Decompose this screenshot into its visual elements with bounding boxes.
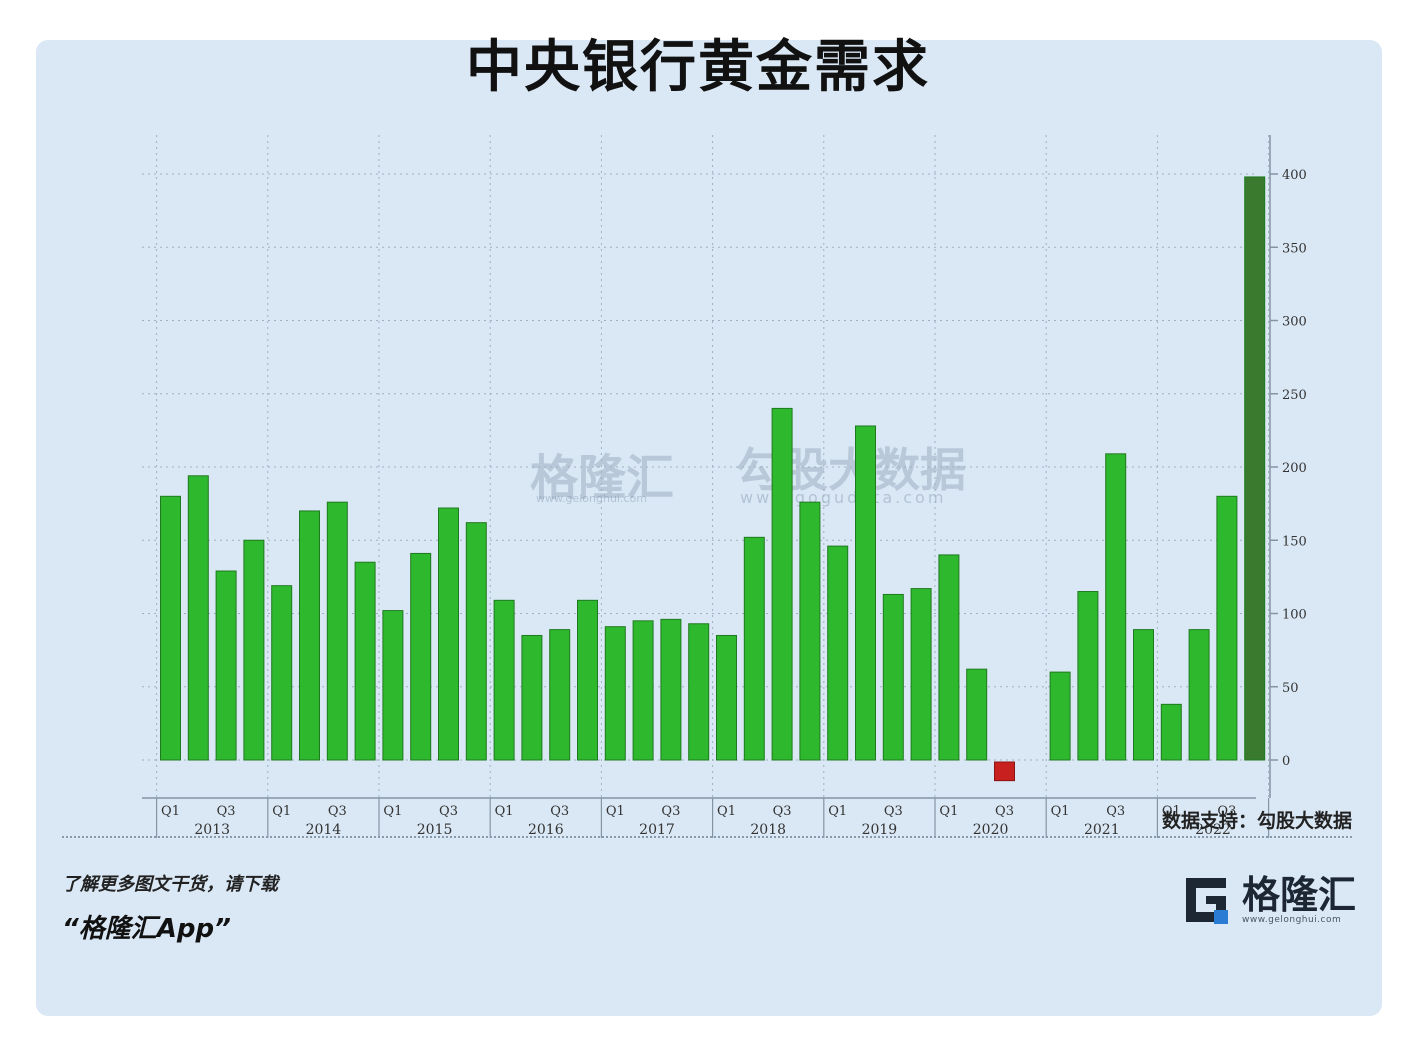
y-tick-label: 50 bbox=[1282, 681, 1299, 696]
bar bbox=[438, 507, 459, 761]
x-tick-label: Q3 bbox=[661, 804, 680, 819]
bar bbox=[1160, 703, 1182, 761]
bar bbox=[215, 570, 237, 761]
bar bbox=[966, 668, 988, 761]
promo-text: 了解更多图文干货，请下载 bbox=[62, 874, 278, 895]
year-label: 2016 bbox=[528, 822, 564, 838]
bar bbox=[382, 610, 404, 761]
bar bbox=[160, 495, 181, 761]
bar bbox=[1077, 591, 1099, 761]
x-tick-label: Q1 bbox=[495, 804, 514, 819]
bar bbox=[521, 634, 543, 761]
year-label: 2022 bbox=[1195, 822, 1231, 838]
year-label: 2019 bbox=[862, 822, 898, 838]
year-label: 2021 bbox=[1084, 822, 1120, 838]
x-tick-label: Q1 bbox=[1162, 804, 1181, 819]
bar bbox=[604, 626, 626, 761]
bar bbox=[716, 634, 737, 761]
bar bbox=[243, 539, 265, 761]
x-tick-label: Q3 bbox=[1217, 804, 1236, 819]
bar bbox=[549, 629, 571, 761]
x-tick-label: Q3 bbox=[995, 804, 1014, 819]
bar bbox=[1105, 453, 1127, 761]
bar bbox=[1049, 671, 1071, 761]
data-source-label: 数据支持：勾股大数据 bbox=[1161, 810, 1352, 832]
bar bbox=[354, 561, 376, 761]
year-label: 2014 bbox=[306, 822, 342, 838]
bar bbox=[493, 599, 515, 761]
y-tick-label: 100 bbox=[1282, 608, 1307, 623]
bar bbox=[771, 407, 793, 761]
x-tick-label: Q3 bbox=[773, 804, 792, 819]
year-label: 2018 bbox=[750, 822, 786, 838]
dotted-divider bbox=[62, 836, 1352, 838]
y-tick-label: 0 bbox=[1282, 754, 1290, 769]
y-tick-label: 350 bbox=[1282, 241, 1307, 256]
x-tick-label: Q1 bbox=[161, 804, 180, 819]
bar bbox=[1244, 176, 1266, 761]
bar bbox=[1216, 495, 1238, 761]
x-tick-label: Q1 bbox=[939, 804, 958, 819]
bar bbox=[855, 425, 876, 761]
bar bbox=[827, 545, 849, 761]
bar bbox=[743, 536, 765, 761]
bar bbox=[938, 554, 960, 761]
bar bbox=[660, 618, 682, 761]
year-label: 2015 bbox=[417, 822, 453, 838]
y-tick-label: 150 bbox=[1282, 534, 1307, 549]
watermark-gelonghui: 格隆汇 bbox=[530, 450, 675, 506]
bar bbox=[632, 620, 654, 761]
x-tick-label: Q1 bbox=[828, 804, 847, 819]
bar bbox=[299, 510, 320, 761]
bar bbox=[187, 475, 209, 761]
brand-logo: 格隆汇 www.gelonghui.com bbox=[1178, 872, 1356, 928]
x-tick-label: Q3 bbox=[217, 804, 236, 819]
bar bbox=[994, 761, 1015, 782]
x-tick-label: Q1 bbox=[717, 804, 736, 819]
year-label: 2013 bbox=[194, 822, 230, 838]
y-tick-label: 300 bbox=[1282, 315, 1307, 330]
x-tick-label: Q1 bbox=[383, 804, 402, 819]
bar bbox=[326, 501, 348, 761]
bar bbox=[465, 522, 487, 761]
logo-url: www.gelonghui.com bbox=[1241, 915, 1342, 925]
bar bbox=[271, 585, 293, 761]
bar bbox=[882, 593, 904, 761]
x-tick-label: Q1 bbox=[606, 804, 625, 819]
bar bbox=[1133, 629, 1154, 761]
year-label: 2020 bbox=[973, 822, 1009, 838]
bar bbox=[410, 552, 432, 761]
x-tick-label: Q3 bbox=[884, 804, 903, 819]
y-tick-label: 400 bbox=[1282, 168, 1307, 183]
y-tick-label: 250 bbox=[1282, 388, 1307, 403]
bar bbox=[688, 623, 710, 761]
x-tick-label: Q1 bbox=[272, 804, 291, 819]
x-tick-label: Q3 bbox=[550, 804, 569, 819]
bar bbox=[799, 501, 821, 761]
x-tick-label: Q1 bbox=[1051, 804, 1070, 819]
bar bbox=[1188, 629, 1210, 761]
bar bbox=[910, 588, 932, 761]
year-label: 2017 bbox=[639, 822, 675, 838]
x-tick-label: Q3 bbox=[439, 804, 458, 819]
promo-app-name: “格隆汇App” bbox=[62, 914, 231, 944]
y-tick-label: 200 bbox=[1282, 461, 1307, 476]
gelonghui-logo-icon bbox=[1185, 878, 1228, 924]
bar bbox=[577, 599, 598, 761]
x-tick-label: Q3 bbox=[328, 804, 347, 819]
x-tick-label: Q3 bbox=[1106, 804, 1125, 819]
logo-name: 格隆汇 bbox=[1241, 873, 1356, 917]
chart-title: 中央银行黄金需求 bbox=[466, 35, 930, 100]
watermark-gelonghui-url: www.gelonghui.com bbox=[536, 492, 647, 505]
